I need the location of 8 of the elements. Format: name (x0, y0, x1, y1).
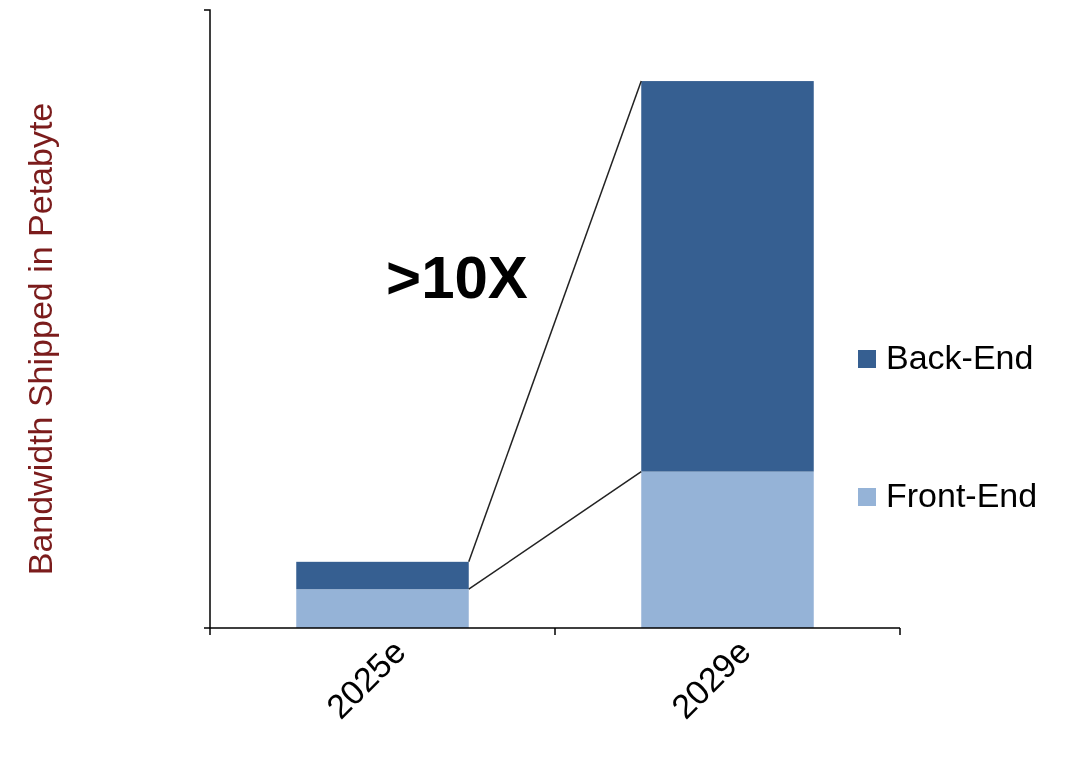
y-axis-title: Bandwidth Shipped in Petabyte (21, 102, 59, 576)
annotation: >10X (386, 244, 528, 311)
bar (641, 81, 814, 472)
bar (296, 561, 469, 590)
bar (296, 589, 469, 628)
legend-label: Back-End (886, 338, 1034, 376)
bar (641, 471, 814, 628)
legend-label: Front-End (886, 476, 1038, 514)
